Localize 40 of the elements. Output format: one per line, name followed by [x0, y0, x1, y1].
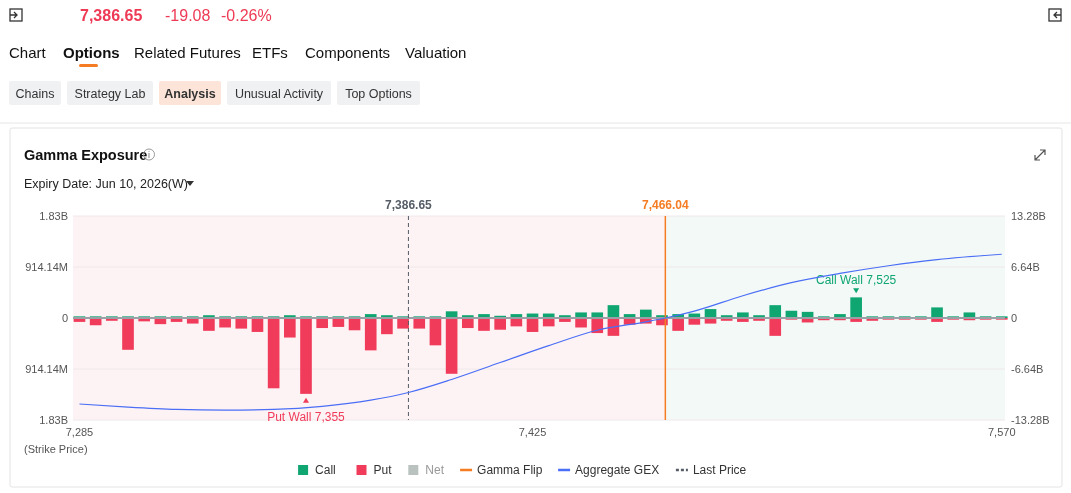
text: Valuation	[405, 44, 467, 61]
text: Analysis	[164, 86, 216, 101]
legend-label: Put	[373, 463, 393, 477]
chart-subtitle: Expiry Date: Jun 10, 2026(W)	[24, 177, 188, 191]
text: Chart	[9, 44, 47, 61]
annotation: Call Wall 7,525	[816, 273, 897, 288]
y-tick-label: 0	[61, 312, 68, 324]
y-tick-label: 1.83B	[39, 414, 68, 426]
legend-label: Call	[315, 463, 336, 477]
text: Options	[63, 44, 120, 61]
text: Components	[305, 44, 391, 61]
annotation: 7,466.04	[641, 198, 690, 212]
y-tick-label: 914.14M	[25, 261, 68, 273]
text: Top Options	[345, 86, 412, 101]
x-tick-label: 7,285	[65, 426, 94, 438]
y-tick-label: 1.83B	[39, 210, 68, 222]
y2-tick-label: -6.64B	[1011, 363, 1044, 375]
x-tick-label: 7,570	[988, 426, 1016, 438]
annotation: 7,386.65	[385, 198, 433, 212]
y2-tick-label: -13.28B	[1011, 414, 1050, 426]
text: -19.08	[165, 7, 211, 24]
text: Related Futures	[134, 44, 241, 61]
y2-tick-label: 6.64B	[1011, 261, 1040, 273]
annotation: Put Wall 7,355	[267, 409, 346, 424]
text: -0.26%	[221, 7, 272, 24]
x-tick-label: 7,425	[518, 426, 547, 438]
text: ETFs	[252, 44, 288, 61]
legend-label: Last Price	[692, 463, 747, 477]
text: Chains	[15, 86, 55, 101]
y2-tick-label: 0	[1011, 312, 1018, 324]
y2-tick-label: 13.28B	[1011, 210, 1046, 222]
text: 7,386.65	[80, 7, 143, 24]
legend-label: Gamma Flip	[477, 463, 543, 477]
x-axis-title: (Strike Price)	[24, 443, 88, 455]
chart-title: Gamma Exposure	[24, 147, 148, 163]
text: Strategy Lab	[74, 86, 146, 101]
legend-label: Net	[425, 463, 445, 477]
legend-label: Aggregate GEX	[575, 463, 660, 477]
text: Unusual Activity	[234, 86, 324, 101]
y-tick-label: 914.14M	[25, 363, 68, 375]
